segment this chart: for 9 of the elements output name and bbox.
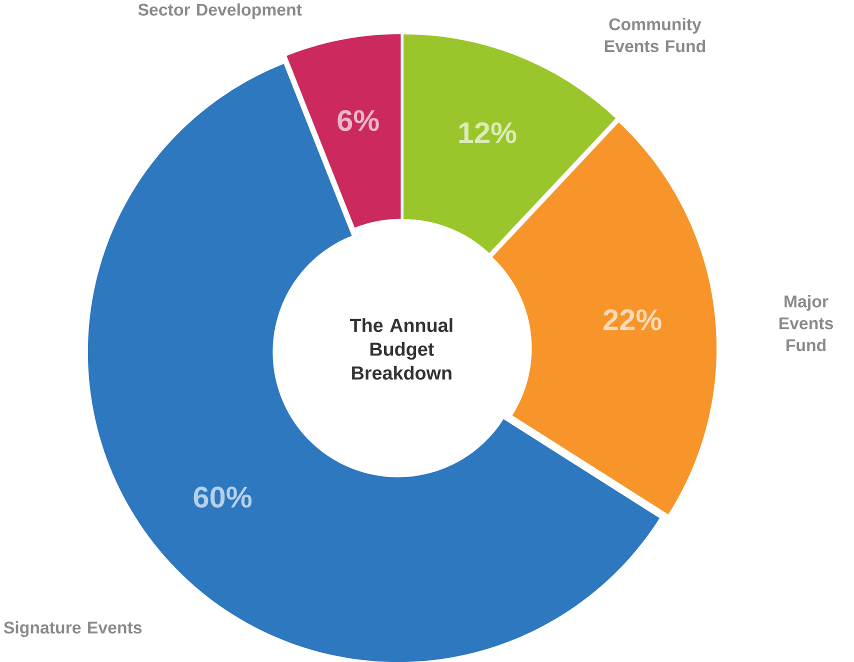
slice-label: Major Events Fund: [779, 295, 833, 352]
data-label: 22%: [604, 309, 662, 330]
slice-label: Signature Events: [4, 621, 142, 637]
data-label: 6%: [338, 110, 379, 132]
data-label: 60%: [194, 486, 252, 508]
data-label: 12%: [459, 122, 516, 144]
slice-label: Community Events Fund: [604, 18, 706, 52]
text: The Annual Budget Breakdown: [350, 318, 452, 380]
slice-label: Sector Development: [138, 3, 302, 20]
